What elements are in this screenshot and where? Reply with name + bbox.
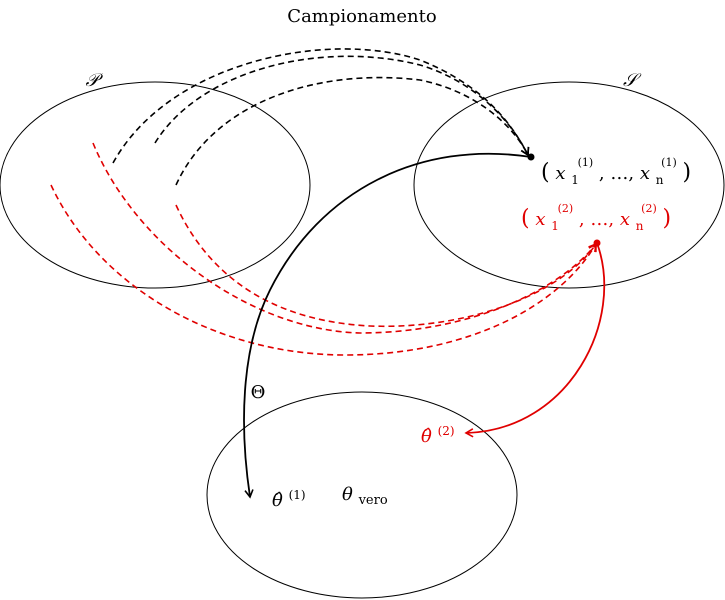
theta-hat-2: θ̂ (2) — [421, 424, 455, 447]
sampling-arc-red-3 — [175, 204, 597, 328]
sampling-arc-red-1 — [92, 142, 597, 334]
parameter-space-label: Θ — [251, 382, 266, 403]
parameter-space-ellipse — [206, 391, 518, 599]
theta-hat-1: θ̂ (1) — [272, 488, 306, 511]
sample-2-label: ( x 1 (2) , …, x n (2) ) — [521, 196, 671, 235]
population-ellipse — [0, 81, 311, 289]
sampling-arc-red-2 — [50, 184, 597, 356]
sampling-arc-black-3 — [175, 76, 530, 186]
sample-1-label: ( x 1 (1) , …, x n (1) ) — [541, 150, 691, 189]
sampling-arc-black-2 — [154, 55, 530, 157]
estimator-arrow-2 — [464, 242, 606, 438]
theta-true: θ vero — [342, 484, 388, 508]
diagram-title: Campionamento — [287, 6, 436, 27]
sampling-arc-black-1 — [112, 48, 530, 164]
sample-space-ellipse — [413, 81, 725, 289]
estimator-arrow-1 — [243, 152, 532, 499]
population-label: 𝒫 — [86, 70, 104, 91]
sample-space-label: 𝒮 — [623, 70, 642, 91]
